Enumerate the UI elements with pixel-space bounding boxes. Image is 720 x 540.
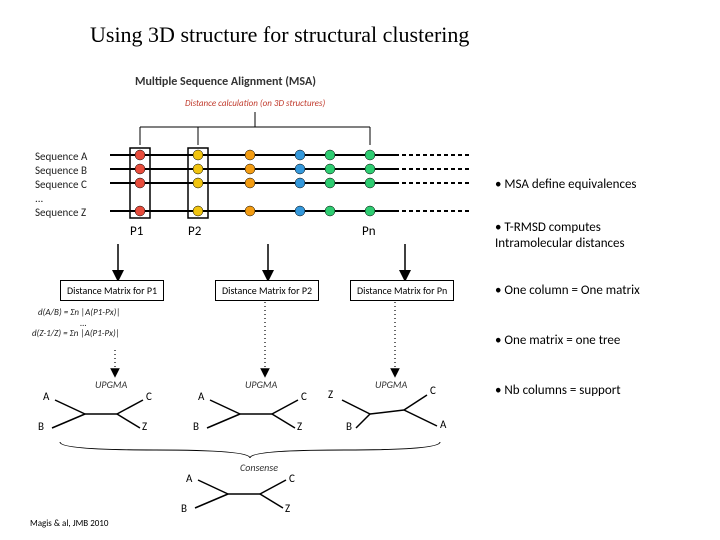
msa-diagram xyxy=(0,0,720,540)
cons-z: Z xyxy=(285,502,290,515)
t2-z: Z xyxy=(297,420,302,433)
t1-a: A xyxy=(43,390,49,403)
matrix-box-pn: Distance Matrix for Pn xyxy=(350,280,454,301)
t3-c: C xyxy=(430,384,436,397)
matrix-box-p2: Distance Matrix for P2 xyxy=(215,280,319,301)
formula-2: d(Z-1/Z) = Σn |A(P1-Px)| xyxy=(32,328,120,339)
method-1: UPGMA xyxy=(95,378,127,391)
cons-c: C xyxy=(289,472,295,485)
t2-c: C xyxy=(301,390,307,403)
t3-a: A xyxy=(440,418,446,431)
col-label-p1: P1 xyxy=(130,224,143,239)
matrix-box-p1: Distance Matrix for P1 xyxy=(60,280,164,301)
col-label-p2: P2 xyxy=(188,224,201,239)
t2-b: B xyxy=(193,420,199,433)
bullet-2b: Intramolecular distances xyxy=(495,236,625,251)
t2-a: A xyxy=(198,390,204,403)
bullet-1: • MSA define equivalences xyxy=(495,177,637,192)
cons-b: B xyxy=(181,502,187,515)
formula-1: d(A/B) = Σn |A(P1-Px)| xyxy=(38,307,121,318)
t1-c: C xyxy=(146,390,152,403)
bullet-5: • Nb columns = support xyxy=(495,383,621,398)
bullet-4: • One matrix = one tree xyxy=(495,333,620,348)
bullet-2a: • T-RMSD computes xyxy=(495,220,601,235)
t1-z: Z xyxy=(142,420,147,433)
method-3: UPGMA xyxy=(375,378,407,391)
bullet-3: • One column = One matrix xyxy=(495,283,640,298)
t3-z: Z xyxy=(328,388,333,401)
citation: Magis & al, JMB 2010 xyxy=(30,518,108,529)
t1-b: B xyxy=(38,420,44,433)
t3-b: B xyxy=(346,420,352,433)
consense-label: Consense xyxy=(240,461,278,474)
col-label-pn: Pn xyxy=(362,224,376,239)
method-2: UPGMA xyxy=(245,378,277,391)
cons-a: A xyxy=(186,472,192,485)
